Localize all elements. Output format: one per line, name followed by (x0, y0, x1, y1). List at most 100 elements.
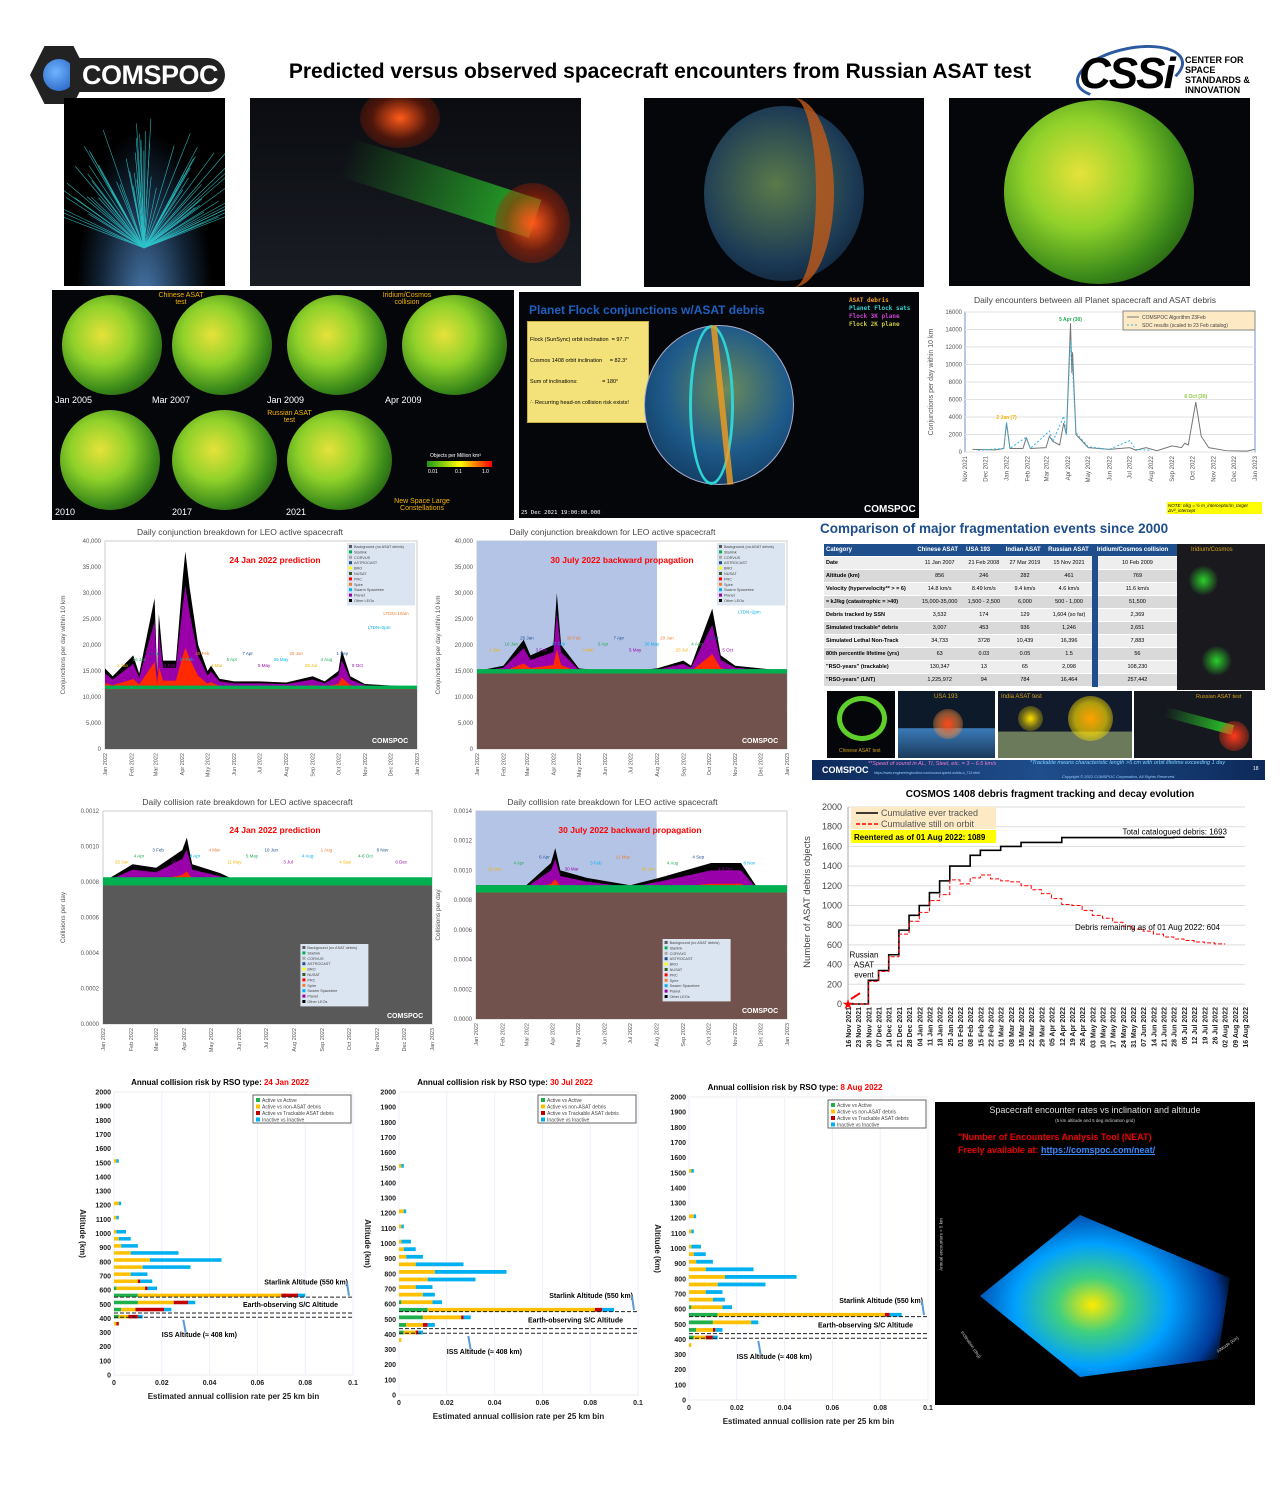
conjunction-breakdown-chart-1: Daily conjunction breakdown for LEO acti… (55, 525, 425, 785)
y-tick-label: 200 (827, 979, 842, 989)
bar-segment (399, 1255, 406, 1259)
table-cell: 130,347 (915, 661, 964, 674)
debris-rays-graphic (64, 98, 225, 286)
legend-swatch (349, 588, 352, 591)
y-tick-label: 2000 (822, 802, 842, 812)
chart-title-date: 8 Aug 2022 (840, 1083, 882, 1092)
legend-swatch (831, 1110, 835, 1114)
x-tick-label: 19 Apr 2022 (1070, 1007, 1077, 1046)
legend-swatch (302, 973, 305, 976)
table-cell: 11 Jan 2007 (915, 557, 964, 570)
caption-russian-asat: Russian ASAT test (267, 410, 312, 424)
peak-annotation: 25 Jan (148, 651, 162, 656)
bar-segment (114, 1287, 116, 1291)
y-tick-label: 10000 (945, 363, 962, 369)
legend-label: Planet (724, 594, 736, 598)
y-tick-label: 0.0004 (81, 951, 100, 957)
thumb-russia: Russian ASAT test (1134, 691, 1252, 758)
table-cell: 1,246 (1046, 622, 1095, 635)
peak-annotation: 4 Aug (667, 861, 679, 866)
y-tick-label: 700 (384, 1286, 396, 1293)
y-tick-label: 0 (682, 1398, 686, 1405)
globe-label: Jan 2005 (55, 395, 92, 405)
bar-segment (143, 1265, 191, 1269)
bar-segment (114, 1265, 143, 1269)
bar-segment (114, 1237, 119, 1241)
neat-link[interactable]: https://comspoc.com/neat/ (1041, 1145, 1155, 1155)
y-axis-label: Conjunctions per day within 10 km (928, 329, 935, 436)
legend-label: BRO (354, 567, 362, 571)
y-tick-label: 1200 (95, 1203, 111, 1210)
table-cell: 63 (915, 648, 964, 661)
bar-segment (751, 1320, 758, 1324)
y-tick-label: 800 (99, 1259, 111, 1266)
legend-swatch (665, 952, 668, 955)
bar-segment (128, 1315, 138, 1319)
starlink-annotation: Starlink Altitude (550 km) (549, 1293, 633, 1300)
bar-segment (116, 1159, 118, 1163)
globe-apr2009 (402, 295, 507, 395)
y-tick-label: 0.0012 (81, 809, 100, 815)
event-annotation: event (854, 971, 874, 980)
series-line (848, 837, 1225, 1004)
bar-segment (138, 1301, 174, 1305)
cssi-line: INNOVATION (1185, 85, 1250, 95)
x-tick-label: Mar 2022 (154, 1028, 160, 1051)
bar-segment (694, 1214, 696, 1218)
bar-segment (404, 1209, 406, 1213)
peak-annotation: 11 May (616, 855, 631, 860)
x-tick-label: 25 Jan 2022 (948, 1007, 955, 1046)
legend-label: Cumulative ever tracked (881, 808, 978, 818)
table-cell: 2,369 (1095, 609, 1177, 622)
x-tick-label: Apr 2022 (551, 753, 557, 775)
x-tick-label: 18 Jan 2022 (938, 1007, 945, 1046)
page-title: Predicted versus observed spacecraft enc… (240, 60, 1080, 84)
bar-segment (399, 1225, 401, 1229)
y-tick-label: 0.0002 (81, 987, 100, 993)
y-tick-label: 20,000 (83, 643, 102, 649)
bar-segment (114, 1202, 119, 1206)
legend-swatch (719, 556, 722, 559)
legend-swatch (349, 583, 352, 586)
bar-segment (401, 1225, 403, 1229)
bar-segment (404, 1247, 416, 1251)
table-cell: 51,500 (1095, 596, 1177, 609)
x-tick-label: Dec 2022 (759, 1023, 765, 1047)
x-axis-label: Estimated annual collision rate per 25 k… (723, 1417, 895, 1426)
x-tick-label: Dec 2022 (402, 1028, 408, 1052)
bar-segment (416, 1331, 418, 1335)
area-background (103, 886, 432, 1024)
y-tick-label: 1900 (95, 1104, 111, 1111)
table-cell: 56 (1095, 648, 1177, 661)
table-cell: 784 (1004, 674, 1046, 687)
legend-swatch (256, 1098, 260, 1102)
bar-segment (689, 1252, 694, 1256)
table-cell: 174 (964, 609, 1004, 622)
footer-note-1-source: https://www.engineeringtoolbox.com/sound… (874, 771, 980, 775)
bar-segment (725, 1275, 797, 1279)
y-tick-label: 1800 (822, 822, 842, 832)
x-tick-label: 07 Dec 2021 (877, 1007, 884, 1047)
area-starlink (105, 686, 417, 690)
legend-label: Active vs non-ASAT debris (837, 1110, 897, 1116)
bar-segment (691, 1230, 693, 1234)
cssi-line: SPACE (1185, 65, 1250, 75)
legend-swatch (719, 577, 722, 580)
globe-label: Apr 2009 (385, 395, 422, 405)
table-cell: 461 (1046, 570, 1095, 583)
peak-annotation: 3 Feb (152, 848, 164, 853)
bar-segment (428, 1323, 435, 1327)
x-tick-label: 0.1 (923, 1405, 933, 1412)
y-tick-label: 35,000 (83, 565, 102, 571)
peak-annotation: 28 Feb (195, 651, 210, 656)
green-ring (837, 696, 887, 741)
x-tick-label: Feb 2022 (129, 1028, 135, 1051)
bar-segment (722, 1305, 732, 1309)
bar-segment (689, 1290, 706, 1294)
image-debris-shell (949, 98, 1250, 286)
y-tick-label: 0.0002 (454, 987, 473, 993)
y-tick-label: 1600 (670, 1155, 686, 1162)
note-line: Cosmos 1408 orbit inclination = 82.3° (530, 358, 646, 365)
column-header: USA 193 (964, 544, 1004, 557)
bar-segment (131, 1251, 179, 1255)
